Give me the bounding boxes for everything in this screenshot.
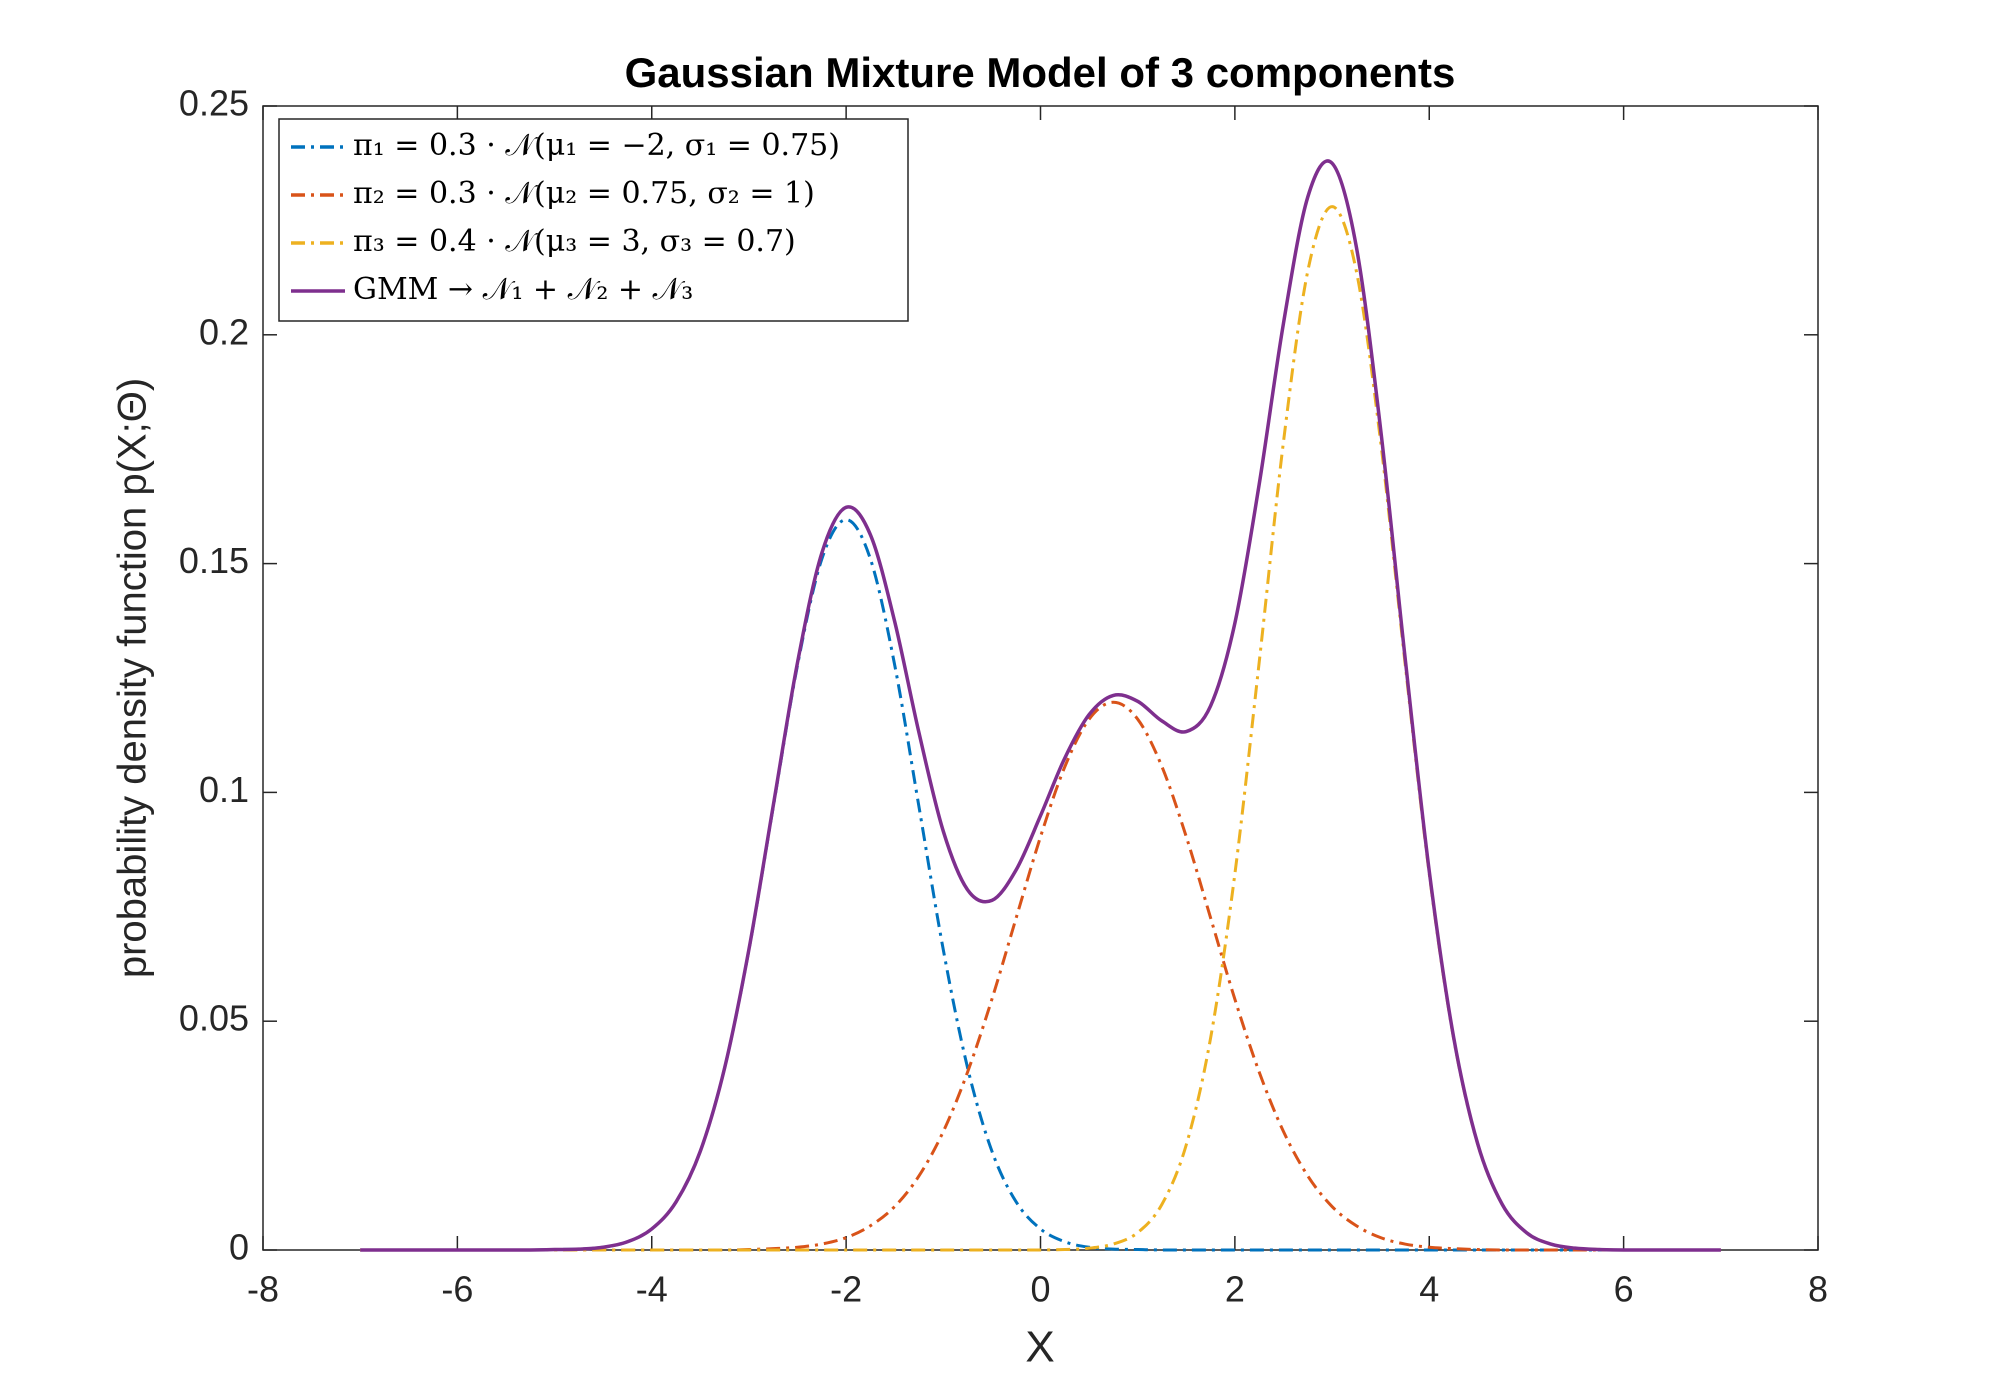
legend-label: π₂ = 0.3 · 𝒩(μ₂ = 0.75, σ₂ = 1): [353, 176, 815, 211]
legend-label: π₁ = 0.3 · 𝒩(μ₁ = −2, σ₁ = 0.75): [353, 128, 840, 163]
x-axis-label: X: [1025, 1323, 1054, 1372]
series-line: [360, 159, 1721, 1252]
x-tick-label: 0: [1030, 1269, 1050, 1310]
chart-title: Gaussian Mixture Model of 3 components: [625, 49, 1456, 96]
y-tick-label: 0: [229, 1227, 249, 1268]
plot-area: -8 -6 -4 -2 0 2 4 6 8 0 0.05 0.1 0.15 0.2 0.25: [179, 83, 1828, 1310]
x-tick-label: -2: [830, 1269, 862, 1310]
y-tick-label: 0.15: [179, 540, 249, 581]
y-tick-label: 0.1: [199, 769, 249, 810]
y-axis-label: probability density function p(X;Θ): [111, 378, 155, 978]
x-tick-label: 4: [1419, 1269, 1439, 1310]
x-tick-label: 8: [1808, 1269, 1828, 1310]
y-tick-label: 0.25: [179, 83, 249, 124]
x-tick-label: -8: [247, 1269, 279, 1310]
x-tick-label: 6: [1614, 1269, 1634, 1310]
legend-label: GMM → 𝒩₁ + 𝒩₂ + 𝒩₃: [353, 272, 693, 307]
y-tick-label: 0.05: [179, 998, 249, 1039]
x-tick-label: 2: [1225, 1269, 1245, 1310]
x-tick-label: -6: [441, 1269, 473, 1310]
legend-box: [278, 118, 909, 322]
legend: π₁ = 0.3 · 𝒩(μ₁ = −2, σ₁ = 0.75) π₂ = 0.3…: [278, 118, 909, 322]
y-tick-label: 0.2: [199, 311, 249, 352]
legend-label: π₃ = 0.4 · 𝒩(μ₃ = 3, σ₃ = 0.7): [353, 224, 796, 259]
x-tick-label: -4: [636, 1269, 668, 1310]
